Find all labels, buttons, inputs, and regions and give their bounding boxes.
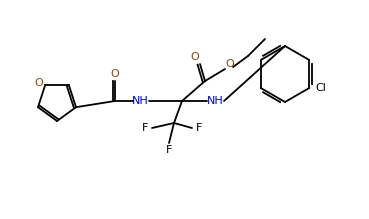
Text: NH: NH: [207, 96, 223, 106]
Text: O: O: [35, 78, 44, 88]
Text: O: O: [191, 52, 199, 62]
Text: F: F: [196, 123, 202, 133]
Text: O: O: [111, 69, 120, 79]
Text: F: F: [142, 123, 148, 133]
Text: NH: NH: [132, 96, 148, 106]
Text: O: O: [225, 59, 234, 69]
Text: F: F: [166, 145, 172, 155]
Text: Cl: Cl: [316, 83, 327, 93]
